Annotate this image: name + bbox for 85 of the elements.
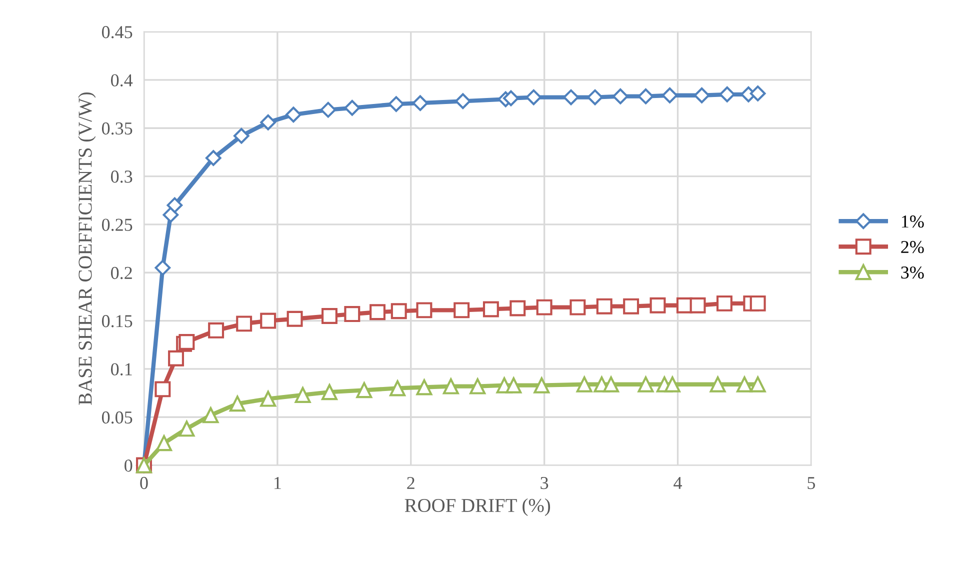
y-tick-label: 0.2: [111, 266, 132, 280]
point: [208, 322, 224, 338]
point: [178, 420, 195, 437]
point: [638, 88, 654, 104]
point: [750, 295, 766, 312]
point: [455, 93, 471, 110]
point: [623, 298, 640, 314]
point: [320, 102, 336, 118]
point: [694, 87, 710, 104]
point: [390, 303, 407, 320]
y-tick-label: 0.45: [102, 26, 132, 38]
x-tick-label: 2: [407, 476, 414, 489]
point: [390, 380, 406, 396]
point: [664, 376, 680, 392]
y-axis-title: BASE SHEAR COEFFICIENTS (V/W): [78, 92, 96, 405]
point: [370, 304, 386, 320]
point: [612, 88, 628, 104]
point: [416, 379, 432, 396]
legend-label: 3%: [901, 266, 924, 279]
point: [156, 435, 172, 452]
point: [716, 295, 732, 312]
point: [587, 89, 603, 106]
point: [526, 89, 542, 106]
point: [286, 106, 302, 123]
point: [506, 377, 522, 394]
point: [442, 378, 459, 394]
point: [260, 114, 276, 130]
point: [570, 299, 586, 316]
point: [321, 308, 338, 324]
point: [736, 376, 752, 392]
point: [388, 96, 404, 112]
y-tick-label: 0.4: [111, 74, 133, 86]
point: [470, 378, 486, 394]
point: [260, 312, 276, 329]
point: [750, 376, 766, 392]
point: [229, 396, 246, 412]
x-axis-title: ROOF DRIFT (%): [404, 498, 550, 516]
point: [536, 299, 552, 316]
y-tick-label: 0.35: [102, 122, 132, 135]
y-tick-label: 0.25: [102, 218, 132, 231]
y-tick-label: 0.05: [102, 411, 132, 424]
x-tick-label: 3: [540, 476, 548, 490]
point: [321, 384, 338, 400]
point: [166, 197, 183, 214]
point: [662, 87, 678, 104]
point: [750, 86, 766, 102]
point: [638, 376, 654, 392]
point: [205, 150, 222, 166]
point: [154, 381, 171, 398]
point: [168, 350, 184, 366]
point: [154, 260, 171, 276]
point: [233, 128, 250, 144]
point: [202, 407, 219, 424]
x-tick-label: 0: [140, 476, 148, 490]
point: [482, 301, 499, 318]
point: [416, 302, 432, 318]
point: [510, 300, 526, 316]
x-tick-label: 1: [274, 477, 281, 489]
point: [344, 306, 360, 322]
point: [596, 298, 612, 314]
x-tick-label: 4: [674, 477, 682, 489]
point: [710, 376, 726, 392]
point: [454, 302, 470, 318]
legend-label: 1%: [902, 215, 924, 228]
point: [576, 376, 592, 392]
point: [260, 390, 276, 407]
point: [294, 386, 311, 403]
y-tick-label: 0: [124, 460, 132, 472]
y-tick-label: 0.1: [111, 363, 132, 376]
point: [563, 89, 579, 106]
point: [356, 382, 372, 398]
y-tick-label: 0.15: [102, 315, 132, 328]
point: [650, 297, 666, 314]
point: [534, 377, 550, 394]
point: [236, 316, 252, 332]
legend-label: 2%: [901, 240, 924, 254]
point: [286, 310, 303, 327]
point: [603, 376, 620, 392]
y-tick-label: 0.3: [111, 170, 132, 183]
point: [690, 297, 706, 314]
point: [344, 100, 360, 116]
x-tick-label: 5: [808, 477, 816, 490]
point: [719, 86, 736, 102]
point: [503, 90, 519, 106]
point: [412, 95, 428, 111]
